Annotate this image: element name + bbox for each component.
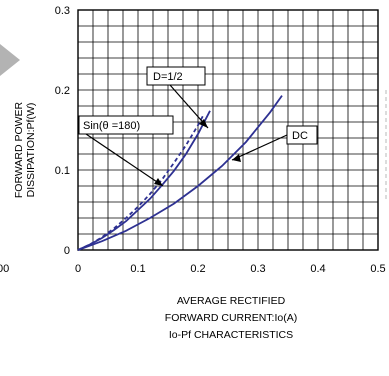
x-axis-label-line1: AVERAGE RECTIFIED bbox=[177, 295, 286, 307]
x-tick-label: 0.1 bbox=[130, 263, 145, 275]
series-group bbox=[77, 95, 283, 251]
y-axis-label-line1: FORWARD POWER bbox=[13, 101, 25, 198]
y-tick-labels: 0 0.1 0.2 0.3 bbox=[55, 5, 70, 257]
series-line-dc bbox=[77, 95, 283, 251]
chart-title: Io-Pf CHARACTERISTICS bbox=[169, 329, 293, 341]
y-tick-label: 0 bbox=[64, 245, 70, 257]
annotation-sin180: Sin(θ =180) bbox=[78, 115, 174, 187]
y-axis-label-line2: DISSIPATION:Pf(W) bbox=[25, 103, 37, 198]
x-tick-label: 0 bbox=[75, 263, 81, 275]
x-tick-label: 0.2 bbox=[190, 263, 205, 275]
x-tick-label: 0.3 bbox=[250, 263, 265, 275]
x-axis-label-line2: FORWARD CURRENT:Io(A) bbox=[165, 312, 297, 324]
annotation-d-half-text: D=1/2 bbox=[153, 71, 183, 83]
y-axis-label: FORWARD POWER DISSIPATION:Pf(W) bbox=[13, 101, 37, 198]
x-tick-labels: 0 0.1 0.2 0.3 0.4 0.5 bbox=[75, 263, 386, 275]
y-tick-label: 0.3 bbox=[55, 5, 70, 17]
y-tick-label: 0.1 bbox=[55, 165, 70, 177]
y-tick-label: 0.2 bbox=[55, 85, 70, 97]
annotation-sin180-text: Sin(θ =180) bbox=[83, 120, 140, 132]
left-edge-tick-label: 00 bbox=[0, 263, 9, 275]
x-tick-label: 0.4 bbox=[310, 263, 325, 275]
decorative-gray-shape bbox=[0, 44, 20, 76]
annotation-d-half: D=1/2 bbox=[146, 66, 209, 129]
annotation-dc: DC bbox=[231, 125, 318, 162]
series-line-d-half bbox=[77, 113, 205, 251]
plot-frame bbox=[77, 9, 379, 251]
x-tick-label: 0.5 bbox=[370, 263, 385, 275]
annotation-dc-text: DC bbox=[292, 130, 308, 142]
